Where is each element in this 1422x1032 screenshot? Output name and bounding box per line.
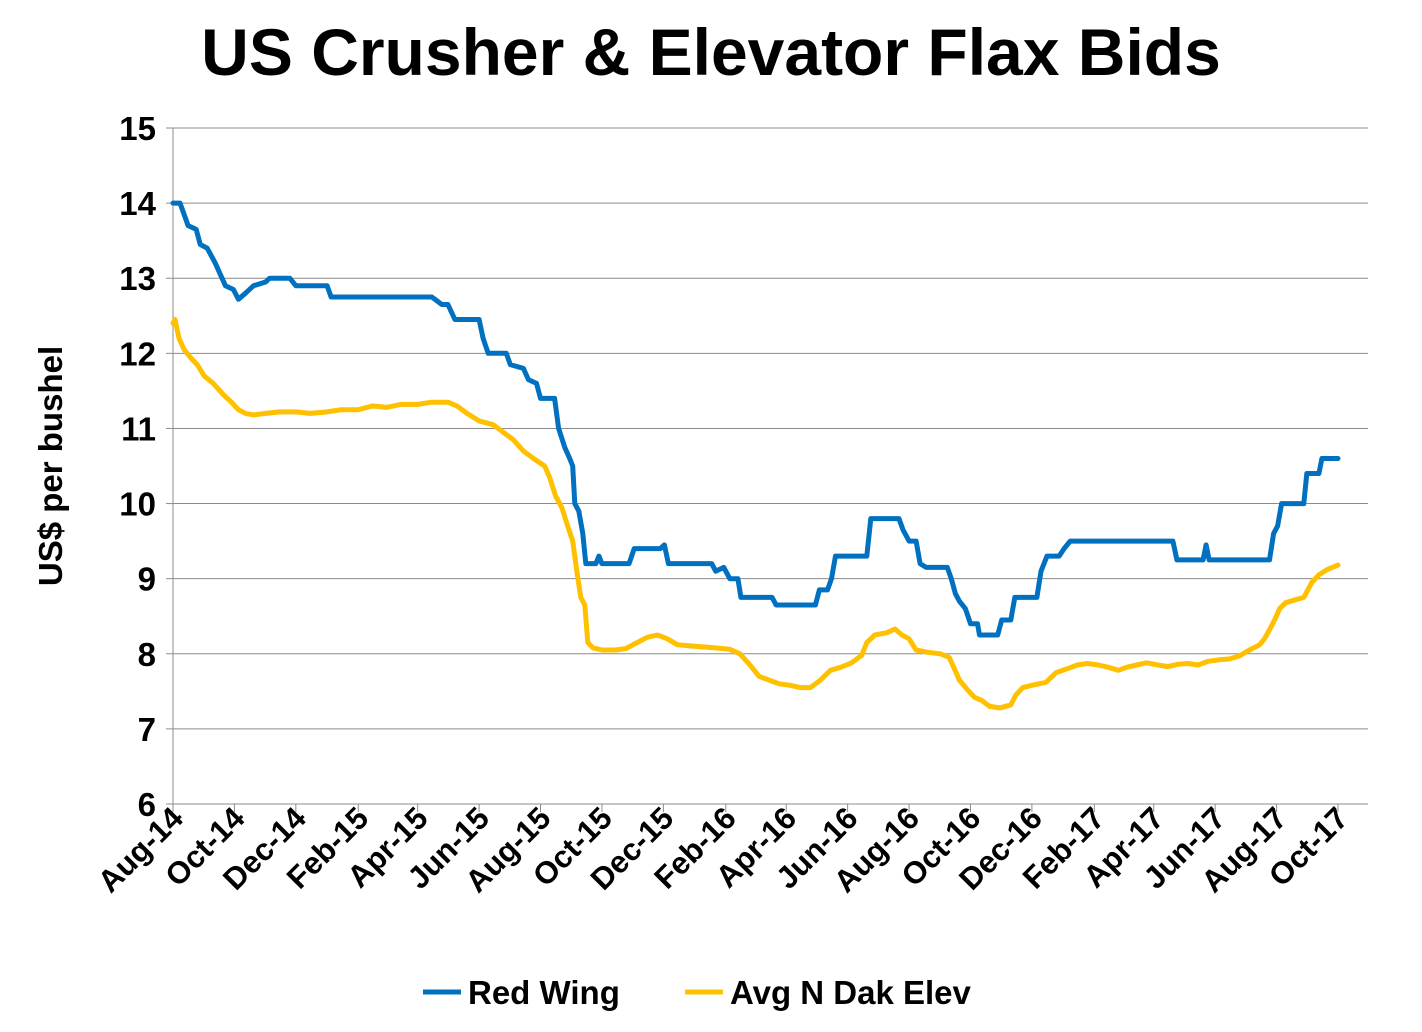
legend-label: Red Wing bbox=[468, 974, 620, 1011]
y-tick-label: 13 bbox=[119, 260, 156, 297]
chart-title: US Crusher & Elevator Flax Bids bbox=[201, 15, 1221, 89]
y-tick-label: 11 bbox=[121, 410, 156, 447]
gridlines bbox=[173, 127, 1368, 805]
legend-label: Avg N Dak Elev bbox=[730, 974, 972, 1011]
y-tick-label: 8 bbox=[138, 636, 156, 673]
y-tick-label: 10 bbox=[119, 486, 156, 523]
legend: Red Wing Avg N Dak Elev bbox=[423, 974, 972, 1011]
y-tick-label: 9 bbox=[138, 561, 156, 598]
y-tick-label: 15 bbox=[119, 110, 156, 147]
y-tick-label: 7 bbox=[138, 711, 156, 748]
series-lines bbox=[170, 200, 1341, 711]
y-tick-label: 14 bbox=[119, 185, 156, 222]
y-axis-title: US$ per bushel bbox=[32, 346, 69, 586]
series-line-avg-n-dak-elev bbox=[170, 317, 1341, 711]
y-tick-label: 12 bbox=[119, 335, 156, 372]
series-line-red-wing bbox=[170, 200, 1341, 638]
axes bbox=[166, 127, 1368, 812]
tick-labels: 6789101112131415Aug-14Oct-14Dec-14Feb-15… bbox=[32, 110, 1355, 899]
y-tick-label: 6 bbox=[138, 786, 156, 823]
